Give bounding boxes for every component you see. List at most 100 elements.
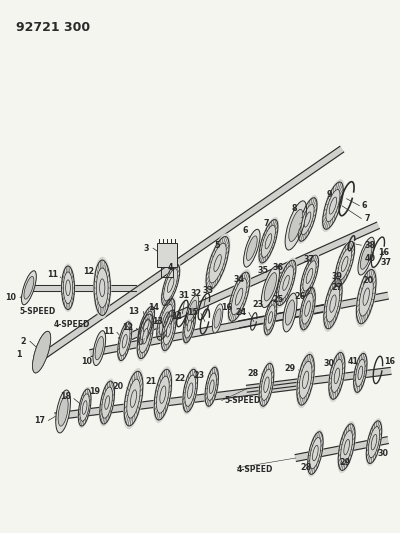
Ellipse shape (93, 330, 106, 366)
Ellipse shape (153, 366, 173, 423)
Text: 25: 25 (272, 295, 283, 304)
Ellipse shape (299, 253, 320, 299)
Ellipse shape (186, 295, 199, 326)
Text: 6: 6 (361, 201, 367, 210)
Ellipse shape (285, 201, 306, 250)
Polygon shape (55, 381, 306, 420)
Ellipse shape (123, 368, 144, 429)
Ellipse shape (187, 320, 191, 331)
Ellipse shape (360, 243, 372, 269)
Text: 5: 5 (215, 241, 220, 250)
Ellipse shape (160, 262, 181, 308)
Ellipse shape (56, 390, 70, 433)
Ellipse shape (330, 295, 336, 312)
Text: 4: 4 (168, 263, 174, 272)
Ellipse shape (337, 421, 356, 473)
Ellipse shape (297, 195, 318, 244)
Text: 92721 300: 92721 300 (16, 21, 90, 34)
Text: 37: 37 (381, 257, 392, 266)
Text: 13: 13 (152, 317, 163, 326)
Ellipse shape (261, 266, 280, 308)
Ellipse shape (209, 380, 214, 393)
Ellipse shape (312, 445, 318, 461)
Text: 11: 11 (47, 270, 58, 279)
Polygon shape (157, 243, 176, 267)
Text: 33: 33 (202, 286, 213, 295)
Text: 32: 32 (190, 289, 202, 297)
Polygon shape (246, 367, 391, 392)
Text: 28: 28 (300, 463, 311, 472)
Ellipse shape (307, 429, 324, 477)
Ellipse shape (93, 257, 112, 319)
Ellipse shape (130, 390, 136, 407)
Text: 27: 27 (331, 282, 342, 292)
Text: 34: 34 (234, 275, 245, 284)
Text: 24: 24 (236, 308, 247, 317)
Ellipse shape (283, 293, 297, 332)
Ellipse shape (117, 319, 132, 363)
Polygon shape (24, 285, 136, 290)
Text: 31: 31 (179, 290, 190, 300)
Ellipse shape (58, 397, 68, 426)
Ellipse shape (227, 269, 251, 324)
Text: 28: 28 (248, 369, 259, 378)
Ellipse shape (22, 271, 36, 305)
Text: 2: 2 (20, 337, 26, 346)
Ellipse shape (334, 239, 356, 289)
Text: 16: 16 (384, 357, 395, 366)
Text: 39: 39 (331, 272, 342, 281)
Ellipse shape (95, 336, 104, 360)
Ellipse shape (166, 324, 171, 337)
Ellipse shape (358, 237, 374, 275)
Text: 5-SPEED: 5-SPEED (19, 307, 55, 316)
Ellipse shape (214, 309, 221, 328)
Ellipse shape (304, 212, 311, 227)
Text: 36: 36 (272, 263, 283, 272)
Text: 18: 18 (60, 392, 71, 401)
Ellipse shape (344, 439, 350, 455)
Text: 9: 9 (327, 190, 332, 199)
Ellipse shape (371, 434, 377, 450)
Text: 17: 17 (34, 416, 46, 425)
Ellipse shape (205, 233, 230, 293)
Ellipse shape (24, 277, 34, 299)
Ellipse shape (268, 312, 272, 324)
Ellipse shape (265, 233, 272, 249)
Ellipse shape (36, 339, 47, 365)
Text: 4-SPEED: 4-SPEED (237, 465, 274, 474)
Text: 16: 16 (222, 303, 232, 312)
Ellipse shape (306, 268, 313, 284)
Ellipse shape (66, 280, 70, 296)
Ellipse shape (305, 301, 310, 316)
Text: 19: 19 (89, 387, 100, 396)
Ellipse shape (302, 371, 308, 389)
Text: 13: 13 (128, 307, 139, 316)
Ellipse shape (236, 288, 243, 305)
Text: 14: 14 (148, 303, 159, 312)
Ellipse shape (82, 401, 87, 414)
Ellipse shape (143, 319, 149, 332)
Ellipse shape (334, 368, 340, 384)
Text: 21: 21 (145, 377, 156, 386)
Text: 41: 41 (347, 357, 358, 366)
Ellipse shape (341, 256, 348, 272)
Ellipse shape (358, 366, 363, 379)
Polygon shape (238, 292, 388, 328)
Polygon shape (118, 222, 379, 344)
Ellipse shape (246, 236, 257, 261)
Text: 35: 35 (258, 266, 268, 275)
Text: 23: 23 (252, 300, 264, 309)
Ellipse shape (61, 263, 75, 312)
Text: 7: 7 (364, 214, 370, 223)
Ellipse shape (355, 266, 377, 327)
Ellipse shape (122, 334, 127, 348)
Ellipse shape (32, 332, 51, 373)
Ellipse shape (322, 179, 344, 232)
Text: 10: 10 (82, 357, 92, 366)
Text: 23: 23 (194, 372, 205, 381)
Text: 29: 29 (285, 365, 296, 374)
Text: 20: 20 (113, 382, 124, 391)
Text: 11: 11 (103, 327, 114, 336)
Text: 30: 30 (324, 359, 335, 368)
Text: 8: 8 (291, 204, 297, 213)
